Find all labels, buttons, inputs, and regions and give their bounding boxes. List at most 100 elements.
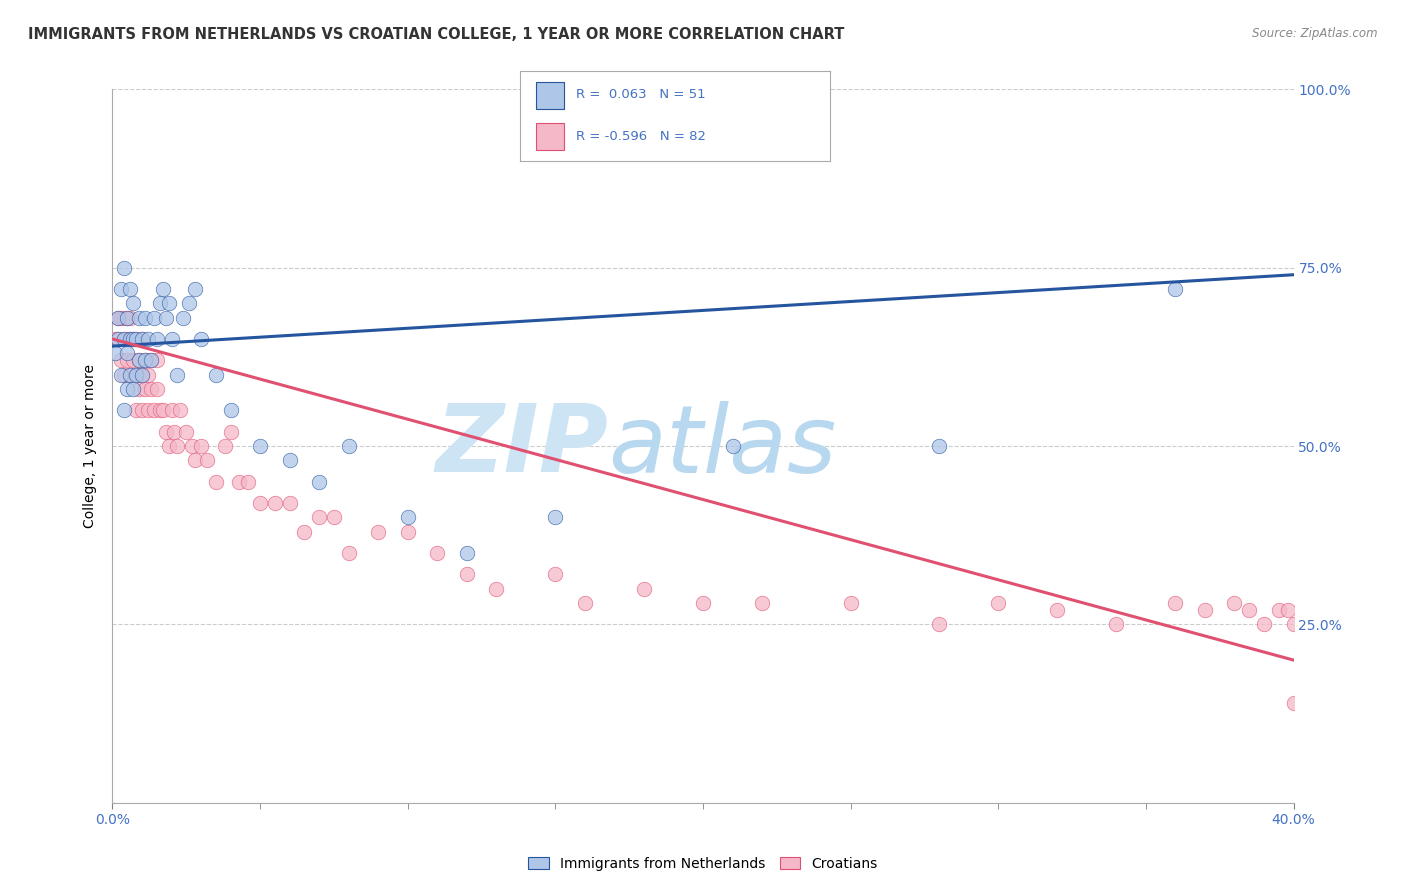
Point xyxy=(117,310,138,325)
FancyBboxPatch shape xyxy=(536,123,564,150)
Point xyxy=(396,524,419,539)
Point xyxy=(125,368,148,382)
Point xyxy=(160,403,183,417)
Point xyxy=(1223,596,1246,610)
Point xyxy=(112,310,135,325)
Point xyxy=(110,310,132,325)
Point xyxy=(139,353,162,368)
Point xyxy=(134,382,156,396)
Point xyxy=(134,353,156,368)
Point xyxy=(152,282,174,296)
Point xyxy=(184,282,207,296)
Text: IMMIGRANTS FROM NETHERLANDS VS CROATIAN COLLEGE, 1 YEAR OR MORE CORRELATION CHAR: IMMIGRANTS FROM NETHERLANDS VS CROATIAN … xyxy=(28,27,845,42)
Point xyxy=(166,368,188,382)
Point xyxy=(574,596,596,610)
Point xyxy=(228,475,250,489)
Point xyxy=(131,368,153,382)
Point xyxy=(337,439,360,453)
Point xyxy=(181,439,204,453)
Point xyxy=(112,332,135,346)
Point xyxy=(120,368,142,382)
Point xyxy=(155,310,177,325)
Point xyxy=(117,353,138,368)
Point xyxy=(125,332,148,346)
Point xyxy=(134,310,156,325)
Point xyxy=(190,439,212,453)
Point xyxy=(122,382,145,396)
Point xyxy=(292,524,315,539)
Point xyxy=(131,332,153,346)
Text: atlas: atlas xyxy=(609,401,837,491)
Point xyxy=(987,596,1010,610)
Point xyxy=(184,453,207,467)
Point xyxy=(928,617,950,632)
FancyBboxPatch shape xyxy=(536,82,564,109)
Point xyxy=(1253,617,1275,632)
Point xyxy=(214,439,236,453)
Point xyxy=(544,567,567,582)
Point xyxy=(205,475,228,489)
Point xyxy=(152,403,174,417)
Point xyxy=(122,353,145,368)
Point xyxy=(131,368,153,382)
Legend: Immigrants from Netherlands, Croatians: Immigrants from Netherlands, Croatians xyxy=(523,851,883,876)
Point xyxy=(155,425,177,439)
Point xyxy=(128,353,150,368)
Point xyxy=(169,403,191,417)
Point xyxy=(128,382,150,396)
Point xyxy=(1164,282,1187,296)
Point xyxy=(249,496,271,510)
Point xyxy=(112,332,135,346)
Point xyxy=(120,310,142,325)
Point xyxy=(179,296,201,310)
Point xyxy=(122,296,145,310)
Point xyxy=(120,332,142,346)
Point xyxy=(157,296,180,310)
Point xyxy=(139,353,162,368)
Point xyxy=(120,282,142,296)
Point xyxy=(219,425,242,439)
Point xyxy=(136,368,159,382)
Point xyxy=(104,346,127,360)
Y-axis label: College, 1 year or more: College, 1 year or more xyxy=(83,364,97,528)
Point xyxy=(120,368,142,382)
Point xyxy=(692,596,714,610)
Point xyxy=(1239,603,1261,617)
Point xyxy=(128,310,150,325)
Point xyxy=(112,368,135,382)
Point xyxy=(110,368,132,382)
Point xyxy=(125,332,148,346)
Point xyxy=(146,382,169,396)
Point xyxy=(131,332,153,346)
Point xyxy=(308,475,330,489)
Point xyxy=(157,439,180,453)
Point xyxy=(278,496,301,510)
Point xyxy=(249,439,271,453)
Point xyxy=(172,310,194,325)
Point xyxy=(337,546,360,560)
Point xyxy=(1194,603,1216,617)
Point xyxy=(110,353,132,368)
Point xyxy=(1268,603,1291,617)
Point xyxy=(163,425,186,439)
Point xyxy=(751,596,773,610)
Point xyxy=(125,368,148,382)
Point xyxy=(128,353,150,368)
Point xyxy=(166,439,188,453)
Point xyxy=(107,332,129,346)
Point xyxy=(149,296,172,310)
Point xyxy=(238,475,260,489)
Point xyxy=(136,403,159,417)
Point xyxy=(205,368,228,382)
Point xyxy=(839,596,862,610)
Point xyxy=(485,582,508,596)
Point xyxy=(142,310,165,325)
Point xyxy=(112,260,135,275)
Point xyxy=(136,332,159,346)
Point xyxy=(456,546,478,560)
Point xyxy=(122,332,145,346)
Point xyxy=(219,403,242,417)
Point xyxy=(928,439,950,453)
Point xyxy=(131,403,153,417)
Point xyxy=(367,524,389,539)
